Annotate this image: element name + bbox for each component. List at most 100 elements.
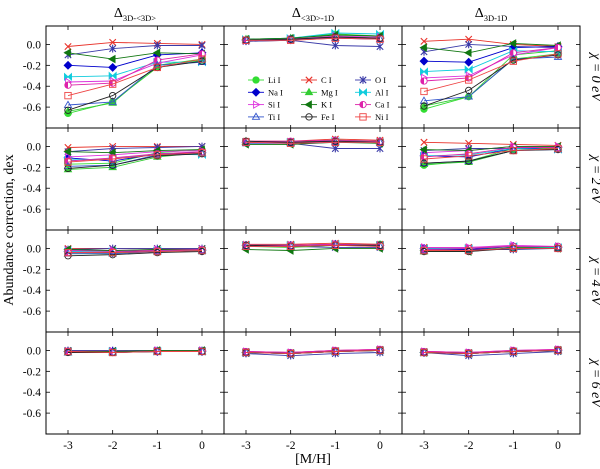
data-point-ni-i <box>554 244 562 253</box>
legend-marker <box>304 87 314 96</box>
half-circle-fill <box>510 243 514 250</box>
series-line-si-i <box>424 244 559 248</box>
series-line-k-i <box>67 52 203 60</box>
row-label: χ = 0 eV <box>588 51 600 102</box>
data-point-ni-i <box>554 346 562 355</box>
data-point-o-i <box>153 41 161 50</box>
series-line-ca-i <box>67 53 203 86</box>
data-point-ti-i <box>419 347 429 356</box>
data-point-ni-i <box>287 139 295 147</box>
y-tick-label: 0.0 <box>27 141 42 153</box>
data-point-na-i <box>108 62 118 72</box>
data-point-k-i <box>419 43 427 52</box>
row-label: χ = 2 eV <box>588 153 600 204</box>
data-point-al-i <box>464 65 473 74</box>
data-point-ni-i <box>376 242 384 251</box>
x-tick-label: -3 <box>63 440 73 452</box>
series-line-ca-i <box>246 139 381 142</box>
series-line-o-i <box>67 45 202 56</box>
data-point-ni-i <box>465 349 473 358</box>
row-label: χ = 4 eV <box>588 255 600 306</box>
series-line-ca-i <box>245 348 381 353</box>
legend-marker <box>305 76 313 84</box>
legend-label: Mg I <box>321 87 338 97</box>
series-line-ti-i <box>67 153 203 167</box>
data-point-ti-i <box>553 52 563 60</box>
y-tick-label: -0.6 <box>23 102 41 114</box>
legend-label: Fe I <box>321 112 335 122</box>
series-line-ca-i <box>246 243 381 246</box>
data-point-ti-i <box>375 345 385 354</box>
column-title: Δ3D-<3D> <box>114 6 156 23</box>
data-point-fe-i <box>465 86 473 95</box>
data-point-ti-i <box>375 137 385 146</box>
data-point-ni-i <box>109 348 117 357</box>
series-line-fe-i <box>67 251 203 257</box>
data-point-fe-i <box>420 102 428 110</box>
half-circle-fill <box>554 144 558 151</box>
series-line-ni-i <box>245 349 381 355</box>
data-point-ti-i <box>509 146 518 154</box>
data-point-ni-i <box>509 57 517 65</box>
x-tick-label: 0 <box>377 440 383 452</box>
x-axis-label: [M/H] <box>295 452 331 467</box>
data-point-k-i <box>419 145 427 154</box>
panel-grid <box>45 25 581 435</box>
legend-label: Al I <box>375 87 389 97</box>
y-tick-label: -0.2 <box>23 366 41 378</box>
row-label: χ = 6 eV <box>588 357 600 408</box>
series-line-c-i <box>246 242 381 245</box>
series-line-al-i <box>67 61 202 78</box>
series-line-na-i <box>67 52 203 68</box>
data-point-o-i <box>109 44 117 53</box>
data-point-ni-i <box>287 349 295 358</box>
x-tick-label: -1 <box>331 440 341 452</box>
data-point-ca-i <box>420 77 428 85</box>
series-line-ni-i <box>424 247 558 251</box>
data-point-ni-i <box>420 246 428 255</box>
data-point-ca-i <box>509 49 517 57</box>
series-line-ni-i <box>246 37 381 41</box>
data-point-ti-i <box>331 346 340 355</box>
legend-label: C I <box>321 75 332 85</box>
series-line-li-i <box>67 59 203 114</box>
legend-label: Ca I <box>375 100 390 110</box>
data-point-ni-i <box>465 152 473 160</box>
series-line-si-i <box>67 150 203 158</box>
series-line-ni-i <box>245 141 380 144</box>
legend-marker <box>252 76 260 84</box>
series-line-o-i <box>67 247 202 250</box>
data-point-ca-i <box>554 43 562 52</box>
data-point-c-i <box>465 139 473 147</box>
x-tick-label: -1 <box>153 440 163 452</box>
legend-label: Ni I <box>375 112 389 122</box>
series-line-ca-i <box>67 151 203 162</box>
data-point-ni-i <box>420 155 428 163</box>
series-line-fe-i <box>423 149 559 164</box>
data-point-ni-i <box>153 151 161 159</box>
data-point-ni-i <box>198 347 206 356</box>
legend-background <box>243 73 393 125</box>
y-tick-label: -0.6 <box>23 204 41 216</box>
legend-marker <box>359 88 367 97</box>
series-line-ti-i <box>67 61 203 106</box>
data-point-ni-i <box>287 36 295 44</box>
series-line-ni-i <box>68 250 203 254</box>
column-title: Δ3D-1D <box>475 6 508 23</box>
data-series <box>63 28 563 360</box>
y-tick-label: -0.2 <box>23 162 41 174</box>
data-point-ni-i <box>509 146 517 155</box>
data-point-ni-i <box>465 246 473 255</box>
y-tick-label: -0.6 <box>23 306 41 318</box>
data-point-ti-i <box>241 35 251 44</box>
legend-marker <box>304 100 312 109</box>
y-tick-label: -0.2 <box>23 60 41 72</box>
half-circle-fill <box>154 56 158 64</box>
series-line-li-i <box>423 53 559 110</box>
data-point-fe-i <box>109 91 117 100</box>
legend-marker <box>359 76 367 84</box>
column-title: Δ<3D>-1D <box>292 6 334 23</box>
data-point-ni-i <box>153 63 161 72</box>
half-circle-fill <box>420 153 424 161</box>
legend: Li I C I O I Na I Mg I Al I Si I K I Ca I Ti I Fe … <box>243 73 393 125</box>
